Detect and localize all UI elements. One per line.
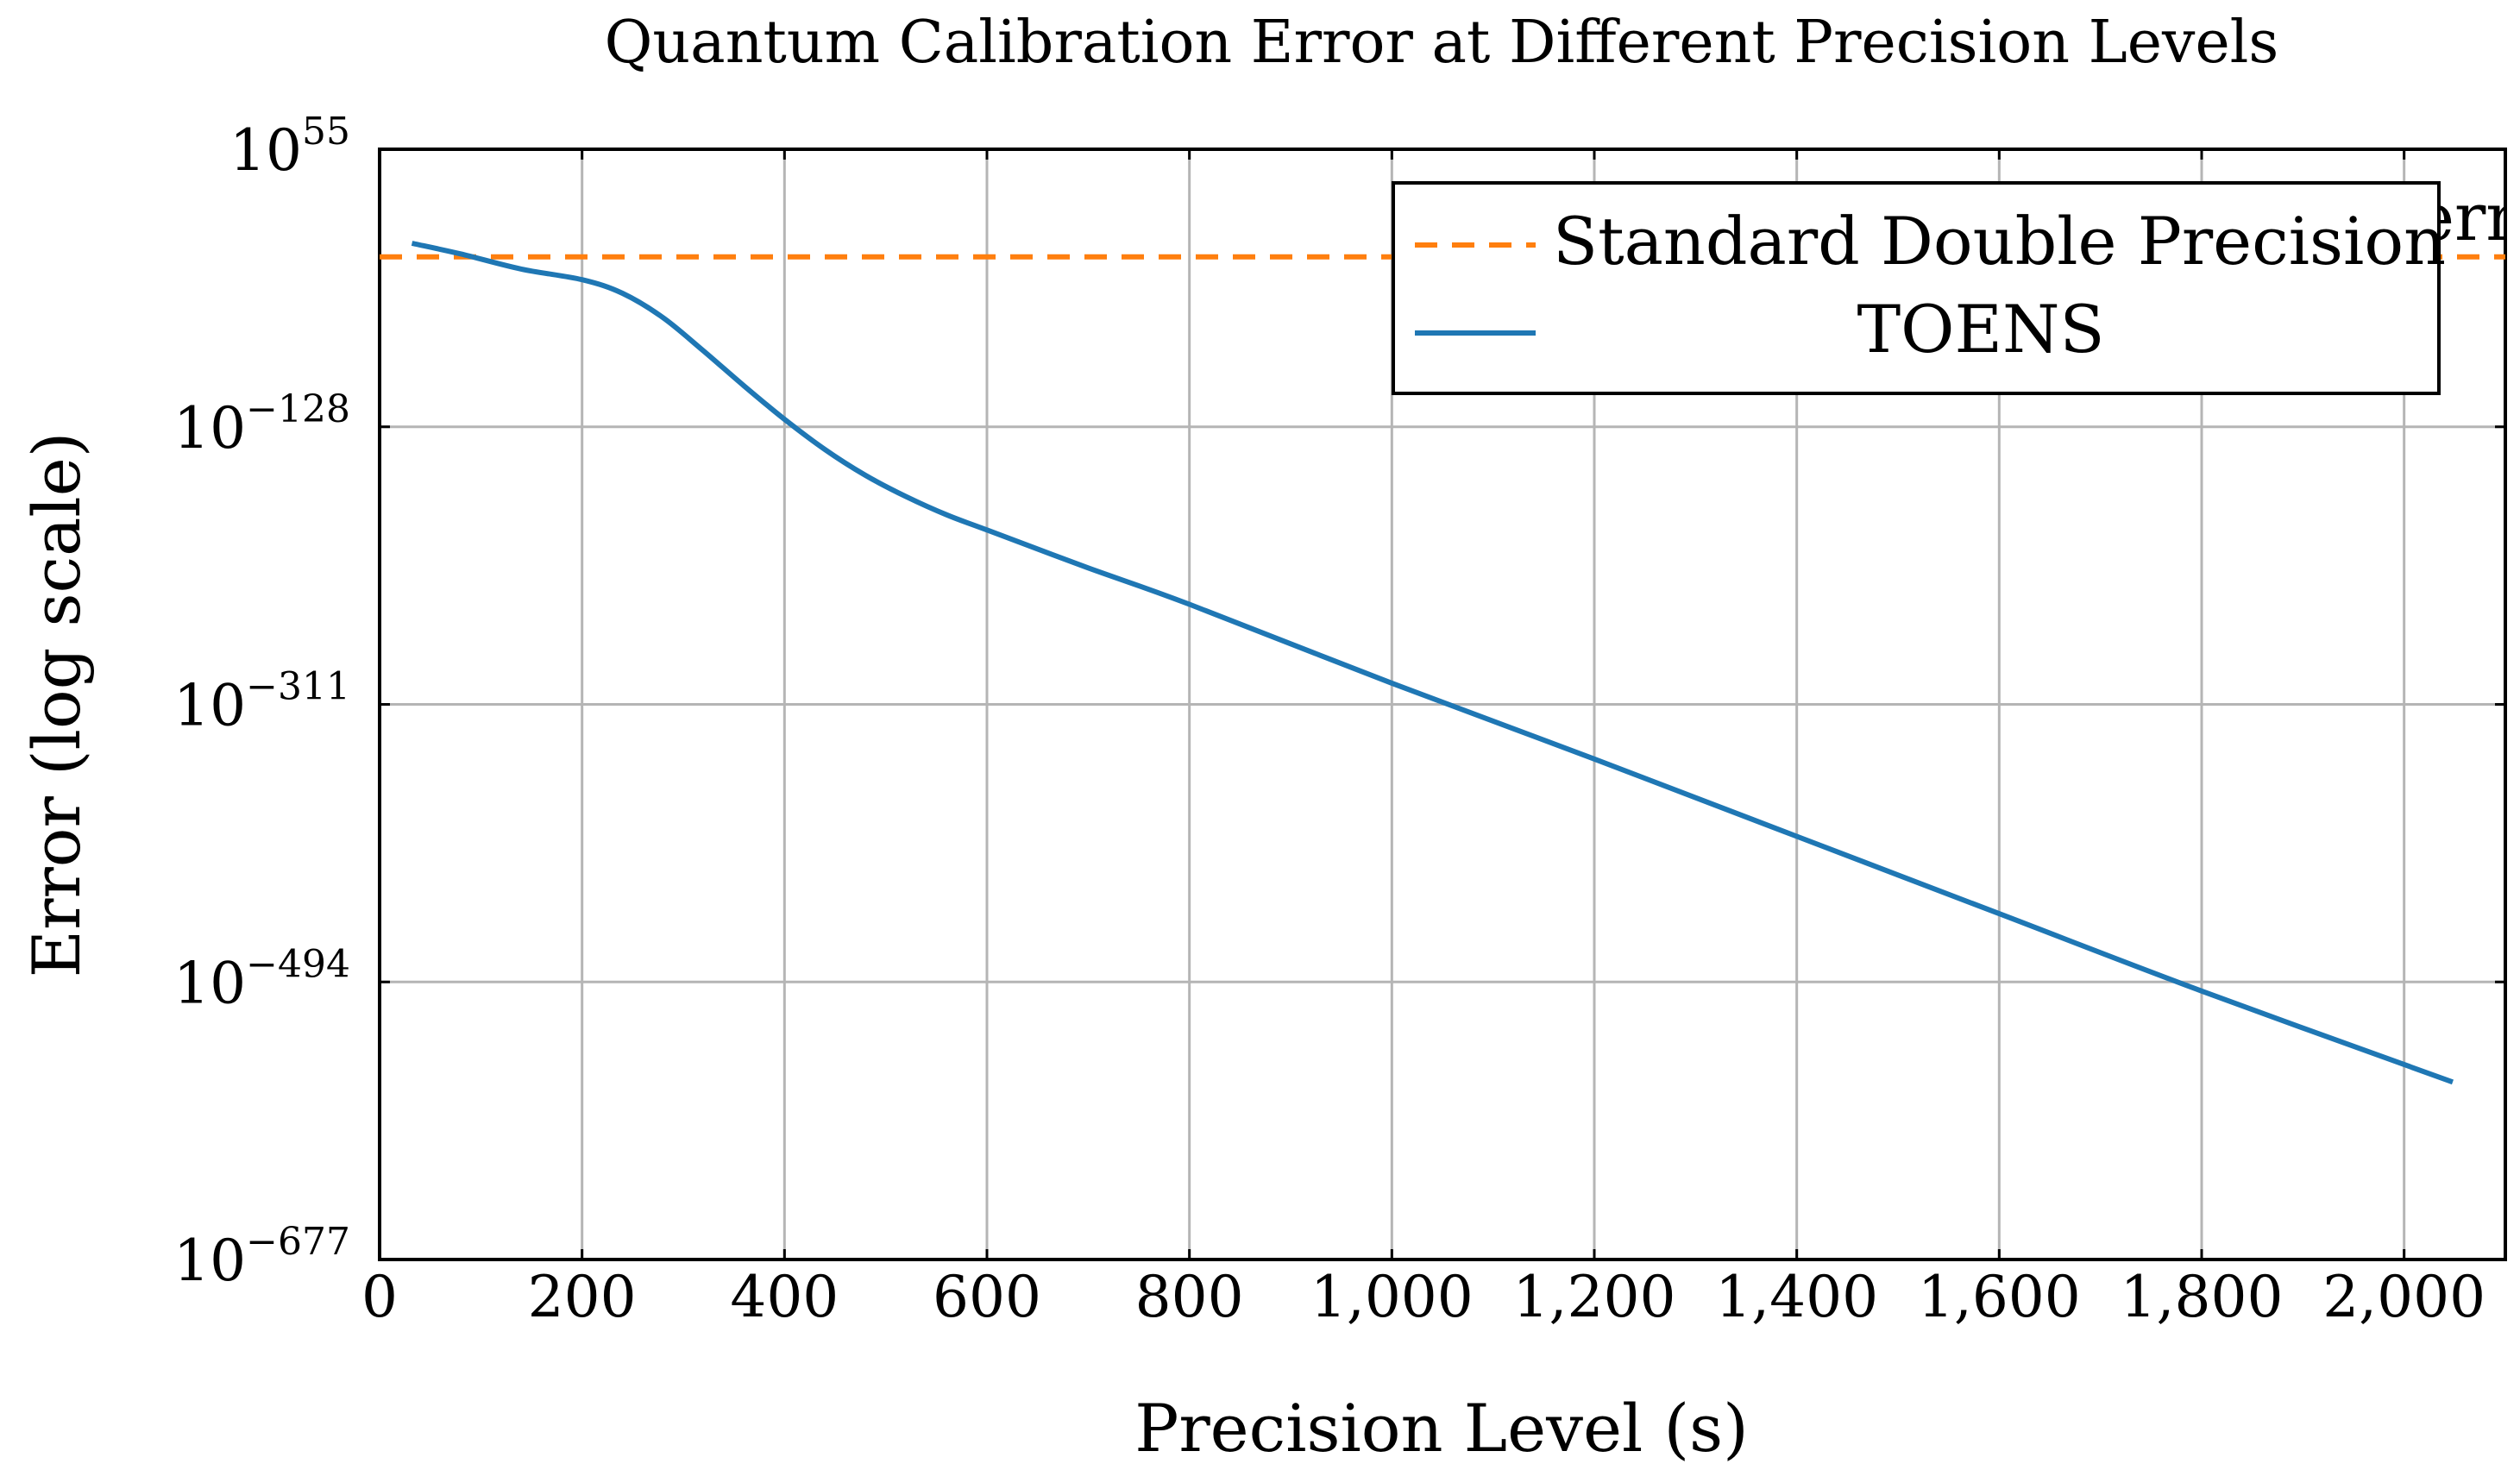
series-layer [380, 241, 2505, 1085]
x-tick-label: 800 [1135, 1264, 1244, 1330]
x-tick-label: 600 [933, 1264, 1041, 1330]
legend-label-toens: TOENS [1857, 291, 2104, 368]
chart-title: Quantum Calibration Error at Different P… [605, 9, 2279, 77]
x-tick-labels: 0 200 400 600 800 1,000 1,200 1,400 1,600 1,800 2,… [361, 1264, 2485, 1330]
x-tick-label: 1,000 [1310, 1264, 1474, 1330]
x-axis-label: Precision Level (s) [1134, 1390, 1749, 1467]
y-axis-label: Error (log scale) [18, 432, 95, 978]
tick-marks [378, 148, 2505, 1261]
y-tick-label: 1055 [229, 110, 350, 184]
x-tick-label: 400 [730, 1264, 839, 1330]
series-line-toens [411, 241, 2454, 1085]
y-tick-label: 10−311 [173, 665, 350, 739]
legend: Standard Double Precision TOENS [1392, 181, 2446, 395]
x-tick-label: 1,800 [2121, 1264, 2284, 1330]
y-tick-label: 10−128 [173, 387, 350, 462]
x-tick-label: 200 [528, 1264, 637, 1330]
x-tick-label: 0 [361, 1264, 398, 1330]
x-tick-label: 1,200 [1513, 1264, 1676, 1330]
legend-box [1392, 181, 2441, 395]
legend-label-standard-double-precision: Standard Double Precision [1553, 203, 2446, 280]
x-tick-label: 1,600 [1918, 1264, 2081, 1330]
x-tick-label: 1,400 [1715, 1264, 1878, 1330]
y-tick-label: 10−494 [173, 942, 350, 1016]
x-tick-label: 2,000 [2322, 1264, 2485, 1330]
y-tick-label: 10−677 [173, 1220, 350, 1294]
y-tick-labels: 1055 10−128 10−311 10−494 10−677 [173, 110, 350, 1294]
